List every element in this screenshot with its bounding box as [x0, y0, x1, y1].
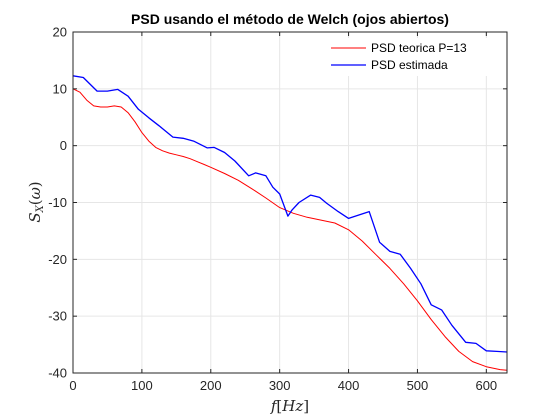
y-tick-label: -20: [48, 252, 67, 267]
y-tick-labels: -40 -30 -20 -10 0 10 20: [48, 25, 67, 381]
y-axis-label-open: (: [26, 199, 44, 205]
legend-box: [324, 38, 505, 76]
y-axis-label-omega: ω: [26, 187, 44, 199]
tick-marks: [72, 31, 507, 374]
y-tick-label: -30: [48, 309, 67, 324]
grid-lines: [73, 32, 507, 373]
y-axis-label-s: S: [26, 212, 44, 222]
y-axis-label-close: ): [26, 181, 44, 187]
y-tick-label: 20: [53, 25, 67, 40]
y-tick-label: 10: [53, 81, 67, 96]
x-tick-label: 500: [407, 378, 429, 393]
series-line-psd-estimada: [72, 75, 508, 353]
y-tick-label: -10: [48, 195, 67, 210]
y-axis-label: SX(ω): [26, 181, 46, 222]
x-axis-label-unit: Hz: [281, 397, 303, 415]
x-axis-label-close: ]: [303, 397, 309, 415]
x-tick-labels: 0 100 200 300 400 500 600: [69, 378, 497, 393]
x-tick-label: 600: [475, 378, 497, 393]
x-axis-label: f[Hz]: [270, 397, 309, 415]
x-tick-label: 0: [69, 378, 76, 393]
legend-label-estimada: PSD estimada: [371, 58, 448, 72]
x-tick-label: 300: [269, 378, 291, 393]
legend: PSD teorica P=13 PSD estimada: [324, 38, 505, 76]
x-axis-label-f: f: [270, 397, 279, 415]
y-tick-label: 0: [60, 138, 67, 153]
y-axis-label-sub: X: [35, 204, 46, 213]
series-lines: [72, 75, 508, 371]
x-tick-label: 100: [131, 378, 153, 393]
series-line-psd-teorica: [72, 88, 508, 371]
x-tick-label: 200: [200, 378, 222, 393]
chart-title: PSD usando el método de Welch (ojos abie…: [131, 11, 449, 27]
legend-label-teorica: PSD teorica P=13: [371, 41, 467, 55]
y-tick-label: -40: [48, 366, 67, 381]
x-tick-label: 400: [338, 378, 360, 393]
x-axis-label-open: [: [276, 397, 282, 415]
